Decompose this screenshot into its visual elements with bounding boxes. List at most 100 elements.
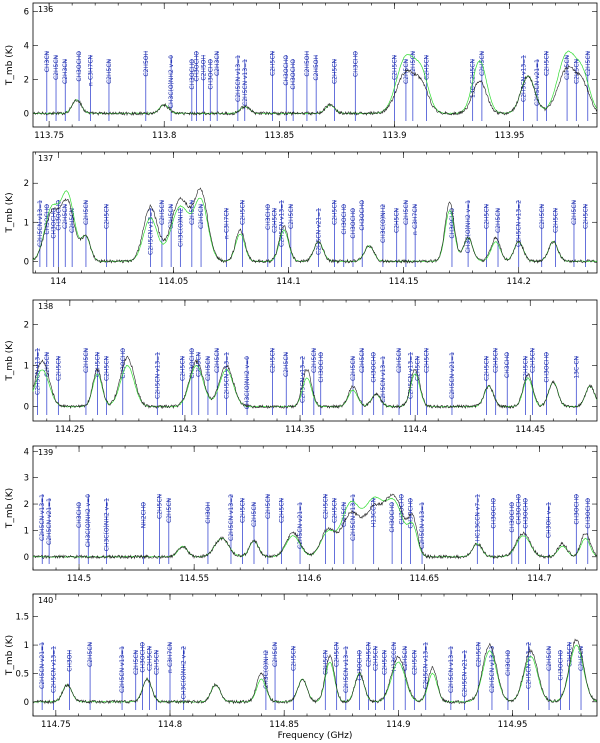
line-marker-label: C2H5CN [279,498,286,523]
line-marker-label: C2H5CN v21=1 [462,650,469,697]
line-marker-label: C2H5CN [290,646,297,671]
line-marker-label: C2H5CN [366,642,373,667]
x-tick-label: 114.3 [173,425,197,435]
line-marker-label: C2H5CN [410,51,417,76]
panel-number: 139 [38,448,53,457]
line-marker-label: C2H5CN [269,51,276,76]
line-marker-label: CH3CHO [505,650,512,676]
line-marker-label: C2H5CN [272,642,279,667]
y-tick-label: 1 [24,641,29,651]
y-axis-label: T_mb (K) [5,45,15,86]
y-tick-label: 1 [24,526,29,536]
line-marker-label: C2H5CN v21=1 [315,208,322,255]
line-marker-label: CH3C(O)NH2 [177,208,184,247]
line-marker-label: CH3OCHO [543,352,550,383]
y-tick-label: 1 [24,362,29,372]
line-marker-label: CH3C(O)NH2 [263,650,270,689]
model-spectrum [32,644,598,703]
line-marker-label: C2H5CN [104,204,111,229]
line-marker-label: CH3OCHO [523,498,530,529]
line-marker-label: C2H5CN v21=1 [39,642,46,689]
line-marker-label: C2H5CN [396,348,403,373]
x-tick-label: 114.4 [403,425,427,435]
panel-frame [32,593,598,717]
line-marker-label: C2H5CN v13=1 [39,494,46,541]
line-marker-label: H13CCCN [391,642,398,671]
panel-frame [32,299,598,422]
line-marker-label: C2H5CN [55,356,62,381]
line-marker-label: C2H5CN [373,646,380,671]
panel-number: 138 [38,302,53,311]
line-marker-label: CH3OCHO [449,208,456,239]
line-marker-label: C2H5CN v21=1 [46,498,53,545]
y-axis-label: T_mb (K) [5,635,15,676]
panel-number: 136 [38,5,53,14]
line-marker-label: C2H5CN v13=2 [516,200,523,247]
line-marker-label: C2H5CN [585,51,592,76]
line-marker-label: CH3OCHO [140,642,147,673]
line-marker-label: C2H5CN v13=1 [147,208,154,255]
x-tick-label: 114.65 [409,574,439,584]
line-marker-label: C2H5CN [543,51,550,76]
line-marker-label: C2H5CN v21=1 [449,352,456,399]
panel-frame [32,445,598,571]
y-tick-label: 1.5 [15,613,29,623]
spectrum-panel-138: 0 1 2 114.25 114.3 114.35 114.4 114.45 138 C2H5CN… [5,299,598,435]
line-marker-label: CH3C(O)NH2 v=0 [244,356,251,409]
line-marker-label: C2H5CN [332,200,339,225]
line-marker-label: C2H5CN [571,200,578,225]
line-marker-label: HC13CCN v7=1 [474,494,481,542]
line-marker-label: C2H5CN [539,204,546,229]
line-marker-label: C2H5CN [424,55,431,80]
line-marker-label: C2H3CN [62,59,69,84]
line-marker-label: C2H5CN [153,650,160,675]
line-marker-label: C2H5CN [83,348,90,373]
y-tick-label: 2 [24,179,29,189]
observed-spectrum [32,65,598,117]
x-tick-label: 114.2 [507,277,531,287]
line-marker-label: CH3OCHO [193,51,200,82]
x-tick-label: 114.8 [158,720,182,730]
line-marker-label: C2H5CN [239,498,246,523]
line-marker-label: C2H5CN v13=1 [235,55,242,102]
line-marker-label: C2H5CN [83,200,90,225]
line-marker-label: CH3C(O)NH2 v=0 [85,494,92,547]
line-marker-label: CH3OCHO [516,494,523,525]
observed-spectrum [32,493,598,560]
line-marker-label: C2H5CN v13=1 [350,494,357,541]
line-marker-label: C2H5CN [196,352,203,377]
line-marker-label: C2H5CN [479,51,486,76]
x-tick-label: 114 [50,277,66,287]
line-marker-label: C2H5CN v13=2 [299,356,306,403]
line-marker-label: CH3OH v=1 [546,502,553,538]
line-marker-label: CH3OCHO [509,502,516,533]
y-tick-label: 0 [24,109,29,119]
x-tick-label: 114.45 [515,425,545,435]
line-marker-label: C2H5CN [168,204,175,229]
y-tick-label: 0 [24,553,29,563]
line-markers: C2H5CN v21=1 C2H5CN v13=1 CH3OH C2H5CN C2H5C… [39,642,585,710]
line-marker-label: C2H5CN [94,352,101,377]
y-tick-label: 2 [24,75,29,85]
line-marker-label: C2H5CN [214,348,221,373]
line-marker-label: C2H5CN v13=1 [154,352,161,399]
y-tick-label: 6 [24,7,29,17]
line-marker-label: C2H5CN [382,650,389,675]
line-marker-label: C2H5OH [200,55,207,81]
line-marker-label: CH3OCHO [189,59,196,90]
line-marker-label: 13C-CN [573,356,580,379]
line-marker-label: C2H5CN [53,55,60,80]
x-tick-label: 114.25 [55,425,85,435]
y-tick-label: 0 [24,698,29,708]
x-tick-label: 114.7 [527,574,551,584]
line-marker-label: C2H5CN v13=1 [51,646,58,693]
line-marker-label: CH3OH [67,650,74,672]
line-marker-label: CH3CN [44,51,51,72]
y-tick-label: 0 [24,257,29,267]
line-marker-label: C2H5CN [567,642,574,667]
line-marker-label: C2H5CN v21=1 [534,59,541,106]
line-marker-label: CH3OCHO [76,51,83,82]
line-markers: C2H5CN v13=1 C2H5CN C2H5CN C2H5CN C2H5CN C2H5… [35,348,580,415]
y-tick-label: 0 [24,403,29,413]
